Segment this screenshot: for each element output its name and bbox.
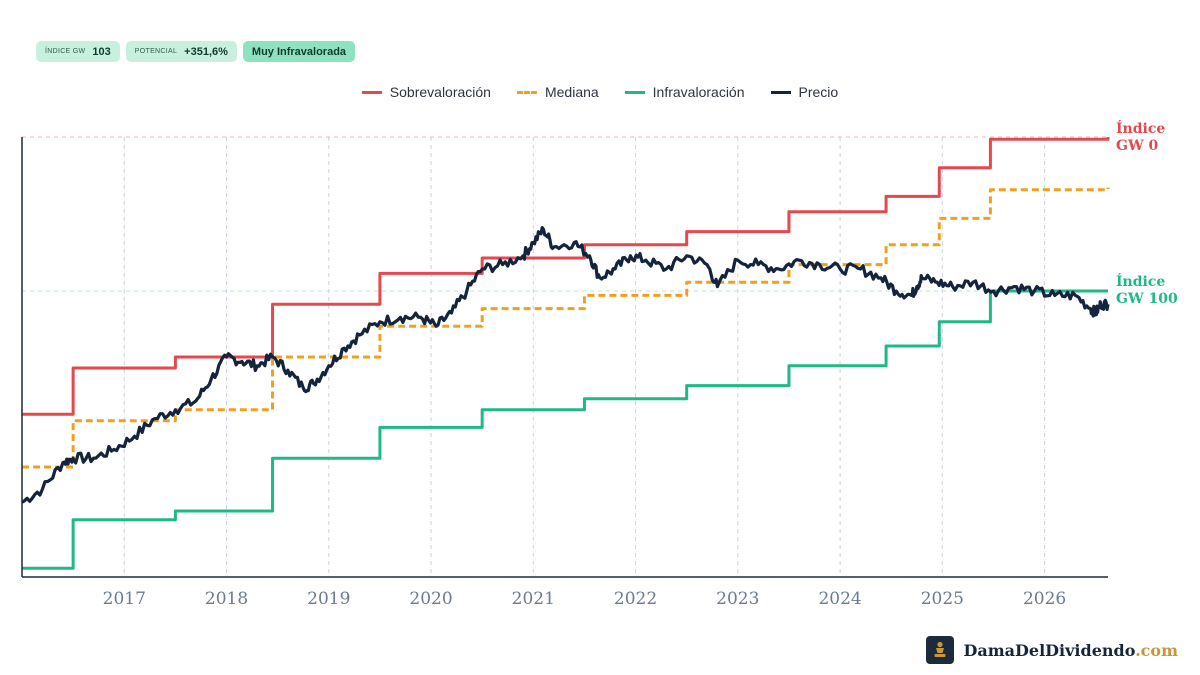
x-tick-label: 2026 <box>1023 589 1066 609</box>
chart-legend: Sobrevaloración Mediana Infravaloración … <box>0 84 1200 100</box>
summary-badges: ÍNDICE GW 103 POTENCIAL +351,6% Muy Infr… <box>36 41 356 62</box>
rating-value: Muy Infravalorada <box>251 45 347 58</box>
x-tick-label: 2023 <box>716 589 759 609</box>
series-line-price <box>21 226 1110 504</box>
x-tick-label: 2019 <box>307 589 350 609</box>
legend-label-price: Precio <box>798 84 839 100</box>
legend-swatch-over <box>361 90 382 94</box>
x-tick-label: 2017 <box>103 589 146 609</box>
series-lines <box>21 137 1110 570</box>
legend-label-under: Infravaloración <box>652 84 745 100</box>
label-gw0-line-1: GW 0 <box>1116 138 1159 154</box>
legend-label-median: Mediana <box>544 84 599 100</box>
label-gw100-line-0: Índice <box>1116 272 1165 290</box>
brand[interactable]: DamaDelDividendo.com <box>925 636 1179 664</box>
label-gw0-line-0: Índice <box>1116 119 1165 137</box>
label-gw100-line-1: GW 100 <box>1116 291 1178 307</box>
legend-label-over: Sobrevaloración <box>389 84 491 100</box>
gw-index-label: ÍNDICE GW <box>45 48 86 55</box>
brand-name-main: DamaDelDividendo <box>963 640 1136 660</box>
gw-index-badge: ÍNDICE GW 103 <box>36 41 120 62</box>
x-tick-label: 2021 <box>512 589 555 609</box>
brand-domain: .com <box>1135 640 1178 660</box>
legend-item-price[interactable]: Precio <box>770 84 839 100</box>
series-line-under <box>22 289 1108 570</box>
gw-index-value: 103 <box>92 45 111 58</box>
series-line-over <box>22 137 1110 416</box>
grid-lines <box>22 136 1108 577</box>
x-tick-label: 2020 <box>409 589 452 609</box>
potential-value: +351,6% <box>184 45 228 58</box>
brand-logo-icon <box>925 636 954 664</box>
potential-label: POTENCIAL <box>134 48 178 55</box>
x-tick-label: 2022 <box>614 589 657 609</box>
legend-item-under[interactable]: Infravaloración <box>624 84 745 100</box>
legend-swatch-median <box>516 90 537 94</box>
potential-badge: POTENCIAL +351,6% <box>125 41 237 62</box>
axes <box>21 137 1108 578</box>
legend-swatch-under <box>624 90 645 94</box>
x-tick-label: 2018 <box>205 589 248 609</box>
x-tick-label: 2025 <box>921 589 964 609</box>
series-line-median <box>22 187 1110 469</box>
brand-name: DamaDelDividendo.com <box>964 641 1179 660</box>
legend-swatch-price <box>770 90 791 94</box>
legend-item-over[interactable]: Sobrevaloración <box>361 84 491 100</box>
x-tick-label: 2024 <box>818 589 861 609</box>
x-tick-labels: 2017 2018 2019 2020 2021 2022 2023 2024 2025 2026 <box>103 589 1067 609</box>
legend-item-median[interactable]: Mediana <box>516 84 599 100</box>
rating-badge: Muy Infravalorada <box>242 41 356 62</box>
